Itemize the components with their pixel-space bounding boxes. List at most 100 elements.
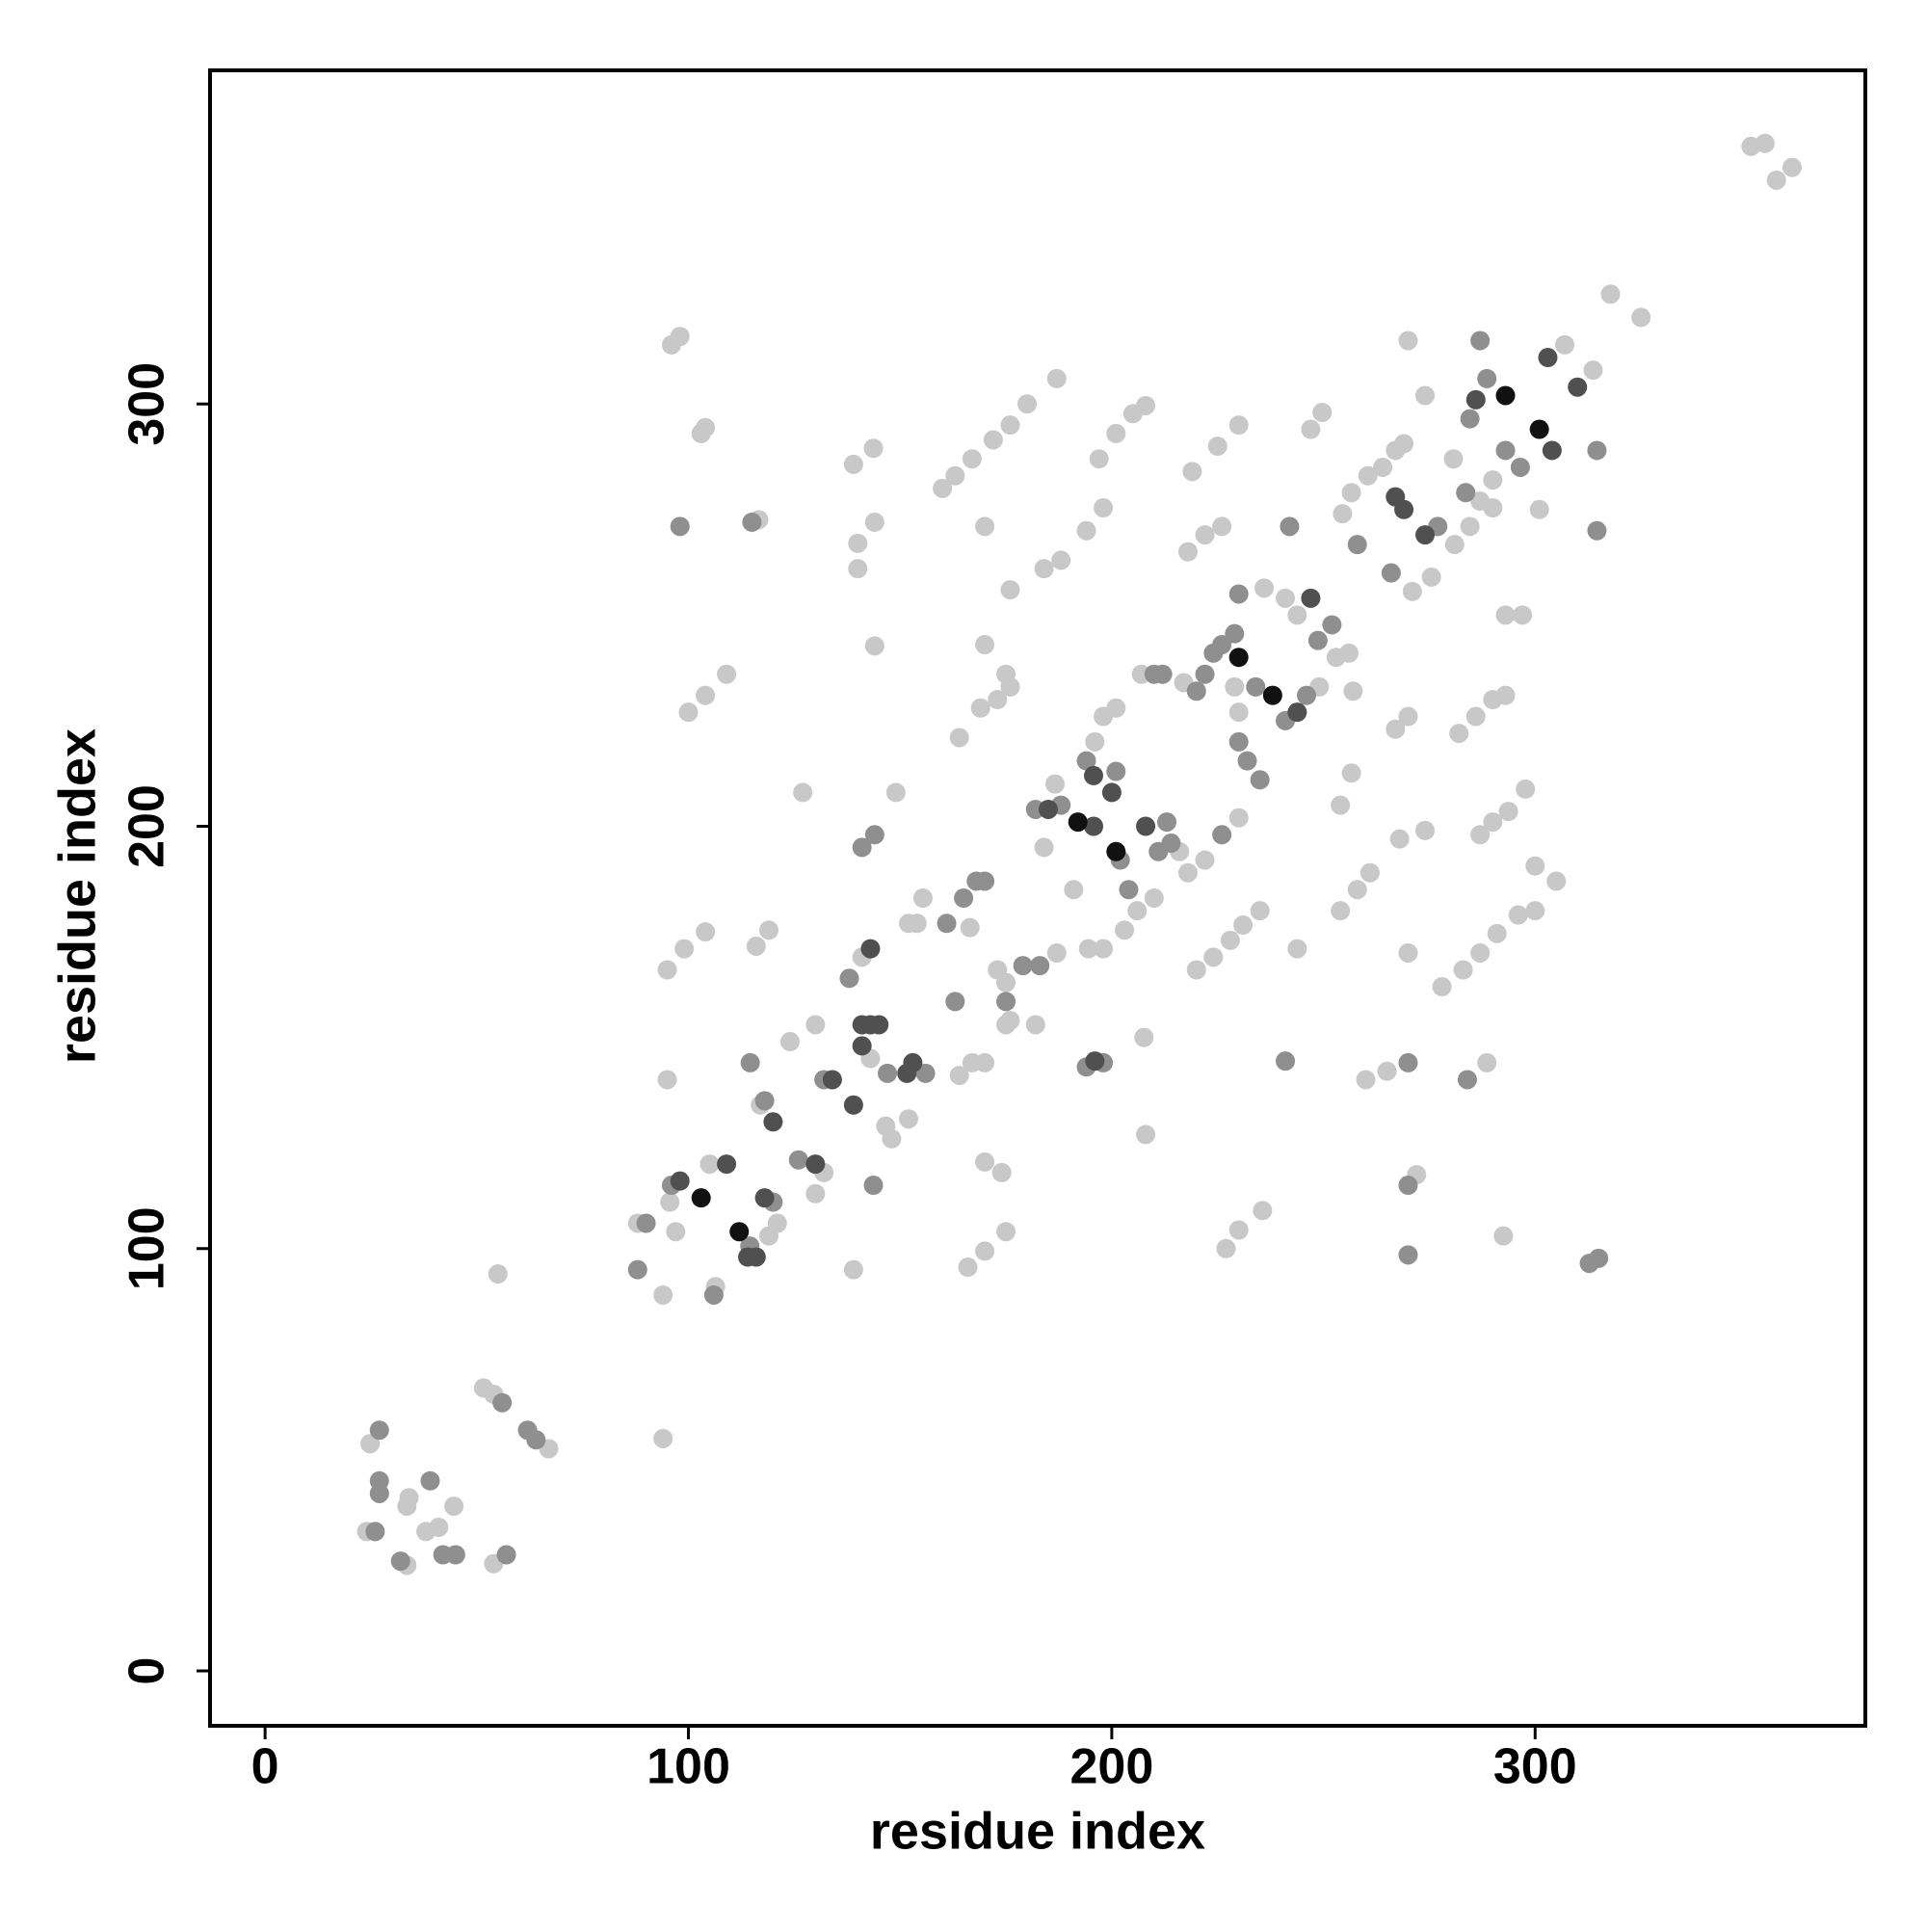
point	[1195, 525, 1215, 545]
point	[1456, 483, 1476, 503]
point	[1513, 605, 1533, 625]
point	[882, 1128, 902, 1149]
point	[1078, 939, 1098, 959]
point	[696, 417, 716, 437]
point	[988, 690, 1008, 710]
point	[1250, 901, 1270, 921]
point	[983, 430, 1003, 450]
point	[898, 1109, 918, 1129]
point	[1127, 901, 1148, 921]
point	[1394, 434, 1414, 454]
point	[1046, 942, 1067, 963]
point	[1228, 702, 1249, 723]
point	[1085, 731, 1105, 752]
point	[1508, 905, 1528, 925]
point	[670, 1171, 690, 1191]
y-tick-label: 300	[119, 362, 175, 446]
point	[1301, 588, 1321, 608]
point	[1495, 385, 1516, 406]
point	[1341, 483, 1361, 503]
point	[996, 664, 1016, 684]
point	[399, 1488, 419, 1508]
point	[390, 1551, 410, 1572]
point	[1301, 419, 1321, 439]
point	[864, 825, 884, 845]
point	[1587, 440, 1607, 461]
point	[1017, 394, 1038, 414]
point	[1457, 1070, 1477, 1090]
point	[945, 465, 965, 486]
point	[1136, 816, 1156, 836]
point	[1555, 334, 1575, 355]
point	[746, 1247, 766, 1267]
point	[653, 1284, 673, 1305]
point	[1254, 578, 1275, 598]
point	[1495, 605, 1516, 625]
point	[1228, 415, 1249, 436]
point	[805, 1154, 826, 1175]
point	[970, 698, 990, 718]
point	[1477, 1052, 1497, 1072]
point	[1312, 402, 1333, 422]
point	[1136, 395, 1156, 415]
point	[1460, 409, 1480, 429]
point	[420, 1470, 440, 1491]
point	[975, 635, 995, 655]
point	[1094, 498, 1114, 518]
point	[1477, 368, 1497, 388]
point	[1207, 437, 1227, 457]
point	[1076, 520, 1096, 541]
point	[767, 1213, 787, 1233]
point	[933, 478, 953, 498]
point	[526, 1430, 546, 1450]
point	[746, 936, 766, 956]
point	[1453, 960, 1473, 980]
point	[1161, 834, 1181, 854]
point	[1525, 856, 1545, 876]
point	[717, 1154, 737, 1175]
point	[1276, 588, 1296, 608]
point	[1389, 829, 1410, 849]
point	[996, 972, 1016, 992]
point	[670, 516, 690, 537]
point	[1228, 1220, 1249, 1240]
point	[445, 1545, 465, 1565]
point	[1177, 542, 1198, 562]
point	[1051, 550, 1071, 570]
point	[1186, 681, 1206, 701]
point	[1347, 880, 1367, 900]
point	[754, 1091, 775, 1111]
point	[696, 922, 716, 942]
point	[1297, 685, 1317, 705]
point	[1046, 368, 1067, 388]
point	[1287, 605, 1307, 625]
point	[878, 1063, 898, 1083]
point	[1398, 1176, 1418, 1196]
point	[949, 1066, 969, 1086]
x-tick-label: 200	[1070, 1739, 1154, 1795]
point	[805, 1183, 826, 1204]
point	[1225, 623, 1245, 644]
point	[1228, 584, 1249, 604]
point	[1136, 1125, 1156, 1145]
point	[1045, 774, 1066, 794]
point	[975, 871, 995, 891]
point	[1600, 284, 1621, 304]
point	[1398, 706, 1418, 727]
point	[1134, 1027, 1154, 1047]
point	[1083, 765, 1103, 785]
point	[696, 685, 716, 705]
point	[860, 939, 881, 959]
point	[636, 1213, 656, 1233]
point	[1106, 761, 1126, 781]
point	[1398, 331, 1418, 351]
point	[1483, 498, 1503, 518]
point	[703, 1284, 724, 1305]
point	[975, 516, 995, 537]
point	[1568, 377, 1588, 397]
point	[1538, 348, 1558, 368]
point	[1250, 770, 1270, 790]
point	[1287, 702, 1307, 723]
point	[1101, 782, 1122, 803]
